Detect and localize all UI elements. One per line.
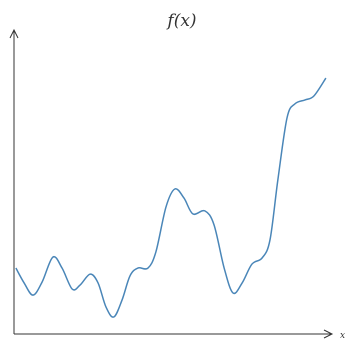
line-series bbox=[15, 77, 327, 318]
y-axis-arrow bbox=[9, 28, 19, 39]
x-axis-arrow bbox=[323, 329, 334, 339]
x-axis-label: x bbox=[340, 331, 345, 341]
chart-title: f(x) bbox=[165, 11, 196, 31]
